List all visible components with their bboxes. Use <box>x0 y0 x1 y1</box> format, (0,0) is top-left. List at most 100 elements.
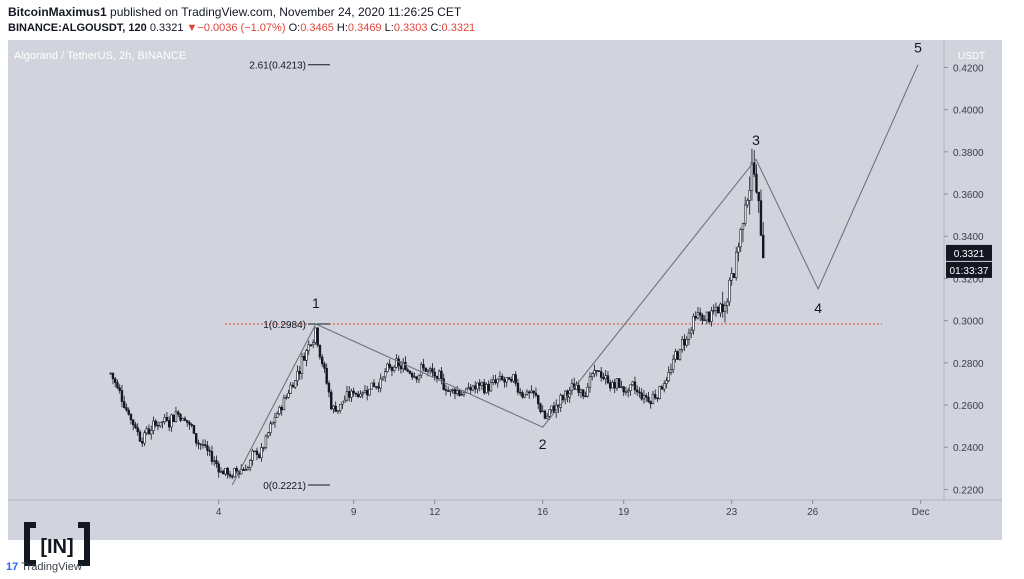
candle-body <box>676 351 679 360</box>
y-tick-label: 0.2400 <box>953 443 984 454</box>
time-axis[interactable] <box>8 500 1002 540</box>
wave-label: 1 <box>312 295 320 311</box>
candle-body <box>244 469 247 471</box>
candle-body <box>710 310 713 323</box>
candle-body <box>759 200 763 236</box>
candle-body <box>584 395 587 398</box>
candle-body <box>548 409 551 417</box>
candle-body <box>431 368 434 373</box>
candle-body <box>150 430 153 435</box>
candle-body <box>599 371 603 378</box>
candle-body <box>293 380 297 388</box>
candle-body <box>545 415 549 419</box>
candle-body <box>532 390 535 394</box>
candle-body <box>163 417 166 423</box>
candle-body <box>527 391 531 394</box>
symbol-label: BINANCE:ALGOUSDT, 120 <box>8 22 147 34</box>
chart-container[interactable]: Algorand / TetherUS, 2h, BINANCE USDT 0.… <box>0 40 1024 545</box>
candle-body <box>141 441 144 444</box>
candle-body <box>494 379 497 384</box>
candle-body <box>231 475 234 478</box>
open-value: 0.3465 <box>300 22 334 34</box>
candle-body <box>525 391 529 395</box>
candle-body <box>422 364 425 369</box>
candle-body <box>671 358 675 371</box>
candle-body <box>442 378 445 390</box>
price-chart[interactable]: Algorand / TetherUS, 2h, BINANCE USDT 0.… <box>0 40 1024 540</box>
candle-body <box>617 378 621 388</box>
candle-body <box>689 329 693 334</box>
candle-body <box>680 338 684 350</box>
candle-body <box>156 424 160 427</box>
candle-body <box>118 387 121 391</box>
candle-body <box>550 405 553 411</box>
candle-body <box>622 386 625 393</box>
y-tick-label: 0.2600 <box>953 401 984 412</box>
candle-body <box>201 444 205 446</box>
candle-body <box>181 418 184 421</box>
candle-body <box>687 332 691 340</box>
candle-body <box>455 390 459 394</box>
candle-body <box>476 382 479 390</box>
wave-label: 5 <box>914 40 922 56</box>
candle-body <box>638 391 641 394</box>
candle-body <box>734 251 738 278</box>
candle-body <box>694 316 697 319</box>
candle-body <box>352 390 355 394</box>
candle-body <box>615 378 619 389</box>
candle-body <box>667 372 670 382</box>
candle-body <box>168 420 171 428</box>
candle-body <box>206 445 209 451</box>
candle-body <box>541 410 544 413</box>
candle-body <box>653 394 657 399</box>
candle-body <box>732 273 736 278</box>
candle-body <box>440 370 443 379</box>
candle-body <box>665 380 668 384</box>
x-tick-label: 16 <box>537 507 549 518</box>
candle-body <box>125 407 128 411</box>
candle-body <box>309 344 313 346</box>
x-tick-label: 26 <box>807 507 819 518</box>
candle-body <box>451 389 454 391</box>
candle-body <box>620 386 623 388</box>
candle-body <box>298 371 301 375</box>
candle-body <box>512 374 515 382</box>
candle-body <box>316 327 319 346</box>
x-tick-label: Dec <box>912 507 930 518</box>
candle-body <box>311 342 315 346</box>
candle-body <box>334 405 337 412</box>
candle-body <box>678 349 682 360</box>
candle-body <box>305 350 308 361</box>
candle-body <box>444 389 448 391</box>
candle-body <box>161 421 164 423</box>
candle-body <box>743 204 747 224</box>
candle-body <box>152 420 155 431</box>
candle-body <box>604 375 607 380</box>
candle-body <box>361 392 364 395</box>
plot-area[interactable] <box>8 40 944 500</box>
candle-body <box>485 384 488 394</box>
candle-body <box>204 444 207 446</box>
candle-body <box>296 371 299 381</box>
publisher-name[interactable]: BitcoinMaximus1 <box>8 5 107 19</box>
candle-body <box>701 314 704 321</box>
candle-body <box>190 424 193 426</box>
candle-body <box>480 382 484 386</box>
candle-body <box>633 381 637 391</box>
candle-body <box>449 389 452 392</box>
candle-body <box>496 378 499 384</box>
candle-body <box>669 369 673 373</box>
candle-body <box>635 389 639 393</box>
tradingview-logo-icon: 17 <box>6 561 19 573</box>
candle-body <box>498 376 502 380</box>
candle-body <box>392 366 396 371</box>
high-label: H: <box>336 22 348 34</box>
candle-body <box>469 387 472 391</box>
y-axis-label: USDT <box>958 51 985 62</box>
tradingview-logo[interactable]: 17 TradingView <box>6 561 82 573</box>
candle-body <box>307 344 310 351</box>
candle-body <box>318 344 322 358</box>
change-arrow-icon: ▼ <box>186 22 198 34</box>
current-price-label: 0.3321 <box>954 249 985 260</box>
y-tick-label: 0.3000 <box>953 317 984 328</box>
